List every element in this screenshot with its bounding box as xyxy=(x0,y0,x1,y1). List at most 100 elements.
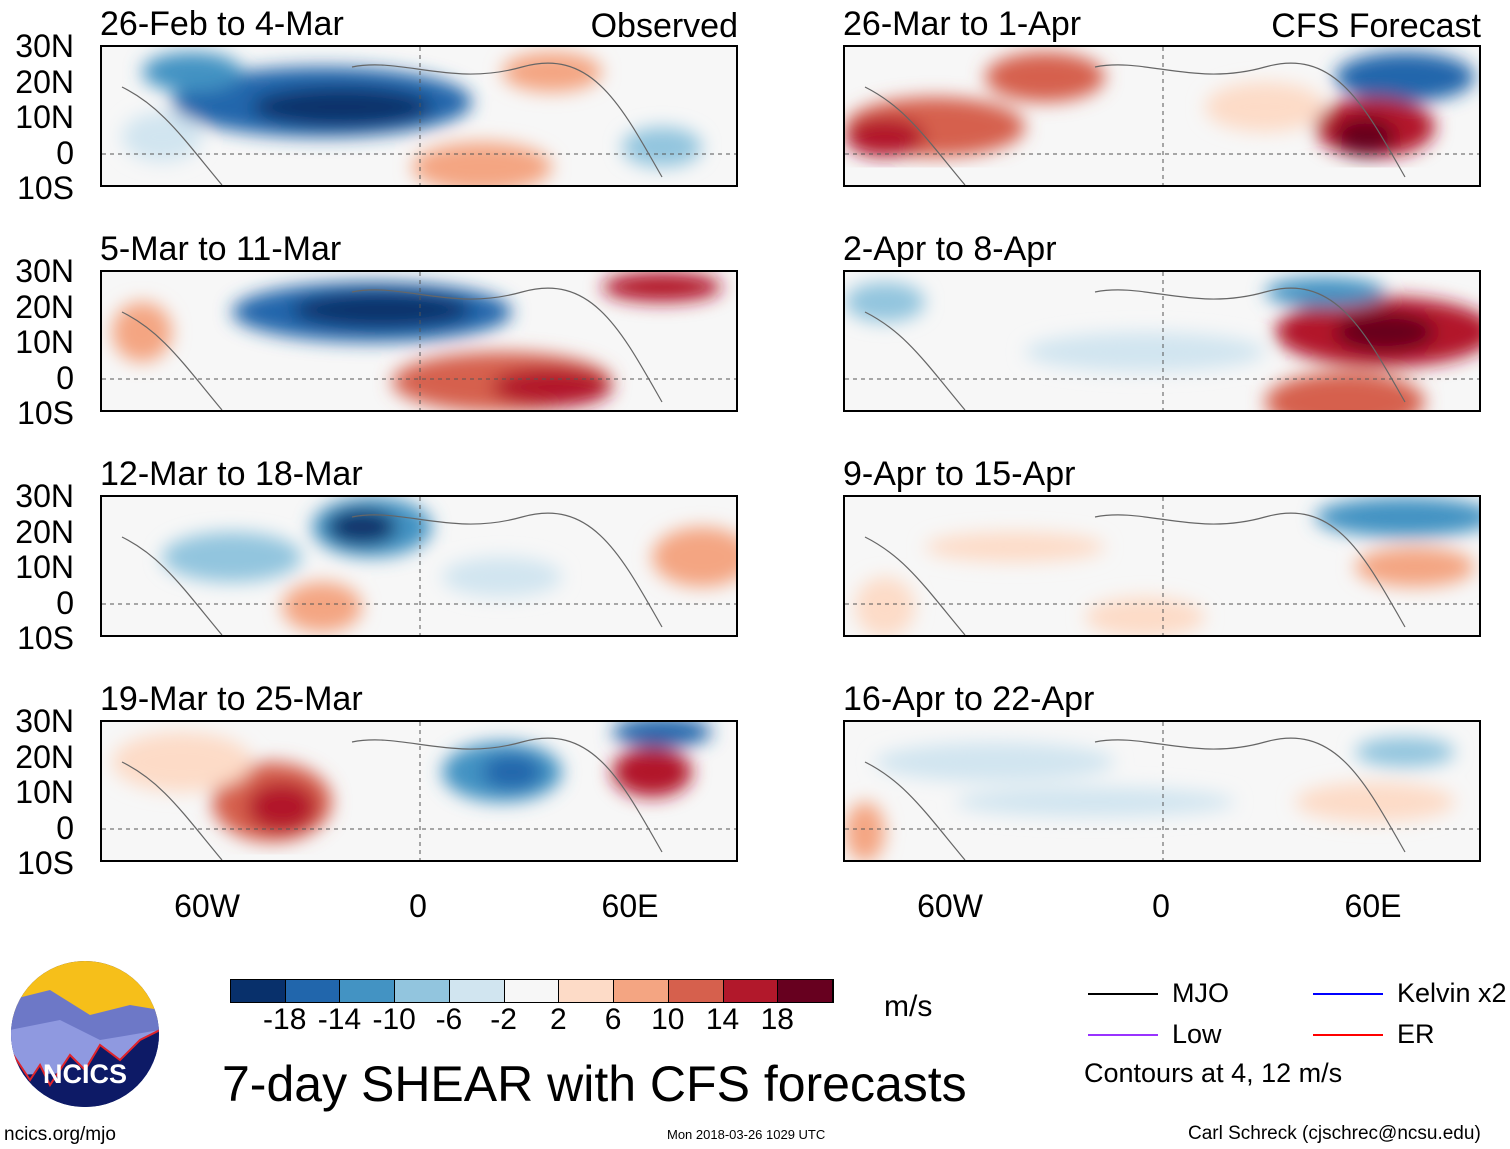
shear-anomaly-region xyxy=(602,272,722,302)
lat-tick-label: 20N xyxy=(15,514,74,550)
lat-tick-label: 0 xyxy=(56,360,74,396)
shear-anomaly-region xyxy=(612,722,712,747)
panel-title: 26-Mar to 1-Apr xyxy=(843,5,1082,43)
map-panel xyxy=(100,45,738,187)
lat-tick-label: 30N xyxy=(15,478,74,514)
coastline xyxy=(1094,512,1406,628)
colorbar-tick-label: -10 xyxy=(372,1003,416,1036)
shear-anomaly-region xyxy=(855,577,915,635)
colorbar-swatch xyxy=(778,980,834,1002)
colorbar-swatch xyxy=(449,980,505,1002)
map-panel xyxy=(843,495,1481,637)
shear-anomaly-region xyxy=(327,509,397,545)
shear-anomaly-region xyxy=(1205,82,1325,132)
shear-anomaly-region xyxy=(955,787,1235,817)
coastline xyxy=(1094,62,1406,178)
panel-title: 2-Apr to 8-Apr xyxy=(843,230,1057,268)
colorbar-swatch xyxy=(395,980,450,1002)
lon-tick-label: 0 xyxy=(409,888,427,924)
coastline xyxy=(351,737,663,853)
contour-note: Contours at 4, 12 m/s xyxy=(1084,1058,1343,1088)
lon-tick-label: 60W xyxy=(174,888,240,924)
legend-label: Low xyxy=(1172,1019,1222,1049)
figure-title: 7-day SHEAR with CFS forecasts xyxy=(222,1056,967,1112)
colorbar-tick-label: -18 xyxy=(263,1003,307,1036)
coastline xyxy=(121,761,223,860)
colorbar-swatch xyxy=(668,980,724,1002)
units-label: m/s xyxy=(884,990,933,1023)
coastline xyxy=(121,536,223,635)
lat-tick-label: 10N xyxy=(15,774,74,810)
panel-title: 26-Feb to 4-Mar xyxy=(100,5,344,43)
lon-tick-label: 60E xyxy=(601,888,659,924)
map-panel xyxy=(843,45,1481,187)
colorbar-swatch xyxy=(504,980,560,1002)
legend-label: MJO xyxy=(1172,978,1229,1008)
shear-anomaly-region xyxy=(1025,332,1265,372)
panel-title: 5-Mar to 11-Mar xyxy=(100,230,342,268)
map-panel xyxy=(843,270,1481,412)
legend-line xyxy=(1313,1034,1383,1036)
lat-tick-label: 10N xyxy=(15,549,74,585)
shear-anomaly-region xyxy=(845,282,925,322)
colorbar-swatch xyxy=(723,980,779,1002)
footer-timestamp: Mon 2018-03-26 1029 UTC xyxy=(667,1127,826,1142)
colorbar-swatch xyxy=(614,980,669,1002)
lat-tick-label: 10S xyxy=(17,395,74,431)
shear-anomaly-region xyxy=(875,742,1115,782)
shear-anomaly-region xyxy=(1335,312,1435,352)
shear-anomaly-region xyxy=(1335,117,1395,157)
shear-anomaly-region xyxy=(112,302,172,362)
coastline xyxy=(351,62,663,178)
ncics-logo: NCICS xyxy=(10,960,160,1108)
coastline xyxy=(121,311,223,410)
shear-anomaly-region xyxy=(502,52,602,92)
legend-label: ER xyxy=(1397,1019,1435,1049)
legend-line xyxy=(1088,993,1158,995)
lat-tick-label: 30N xyxy=(15,703,74,739)
legend-line xyxy=(1313,993,1383,995)
coastline xyxy=(864,86,966,185)
shear-anomaly-region xyxy=(1265,277,1385,307)
shear-anomaly-region xyxy=(612,747,692,797)
coastline xyxy=(1094,737,1406,853)
panel-title: 9-Apr to 15-Apr xyxy=(843,455,1076,493)
lon-tick-label: 0 xyxy=(1152,888,1170,924)
shear-anomaly-region xyxy=(142,52,242,92)
shear-anomaly-region xyxy=(1335,52,1475,102)
panel-title: 12-Mar to 18-Mar xyxy=(100,455,363,493)
lat-tick-label: 10N xyxy=(15,99,74,135)
shear-anomaly-region xyxy=(442,557,562,597)
shear-anomaly-region xyxy=(162,532,302,582)
lon-tick-label: 60W xyxy=(917,888,983,924)
shear-anomaly-region xyxy=(292,292,472,328)
shear-anomaly-region xyxy=(622,127,702,167)
lat-tick-label: 20N xyxy=(15,289,74,325)
colorbar-swatch xyxy=(231,980,286,1002)
shear-anomaly-region xyxy=(845,802,885,860)
shear-anomaly-region xyxy=(492,367,612,407)
colorbar-swatch xyxy=(559,980,615,1002)
coastline xyxy=(351,287,663,403)
legend-line xyxy=(1088,1034,1158,1036)
svg-text:NCICS: NCICS xyxy=(43,1059,127,1089)
shear-anomaly-region xyxy=(482,754,542,790)
shear-anomaly-region xyxy=(1355,547,1475,587)
lat-tick-label: 10S xyxy=(17,620,74,656)
panel-tag: Observed xyxy=(590,7,738,45)
colorbar-tick-label: 2 xyxy=(550,1003,567,1036)
shear-anomaly-region xyxy=(925,532,1105,562)
map-panel xyxy=(100,495,738,637)
map-panel xyxy=(843,720,1481,862)
map-panel xyxy=(100,270,738,412)
legend-label: Kelvin x2 xyxy=(1397,978,1507,1008)
panel-tag: CFS Forecast xyxy=(1271,7,1481,45)
footer-url[interactable]: ncics.org/mjo xyxy=(4,1124,116,1145)
lat-tick-label: 20N xyxy=(15,739,74,775)
coastline xyxy=(351,512,663,628)
coastline xyxy=(864,311,966,410)
shear-anomaly-region xyxy=(845,117,925,157)
lat-tick-label: 10S xyxy=(17,845,74,881)
shear-anomaly-region xyxy=(247,782,317,832)
